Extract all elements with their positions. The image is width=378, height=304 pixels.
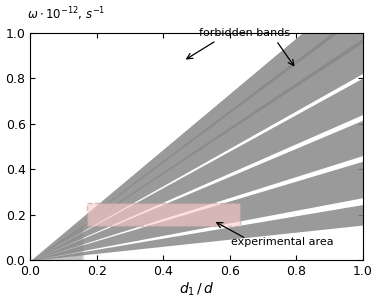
Text: $\omega \cdot 10^{-12}$, $s^{-1}$: $\omega \cdot 10^{-12}$, $s^{-1}$ bbox=[27, 6, 105, 23]
Text: experimental area: experimental area bbox=[231, 237, 334, 247]
Bar bbox=[87, 203, 240, 226]
X-axis label: $d_1\,/\,d$: $d_1\,/\,d$ bbox=[179, 281, 214, 299]
Text: forbidden bands: forbidden bands bbox=[199, 28, 290, 38]
